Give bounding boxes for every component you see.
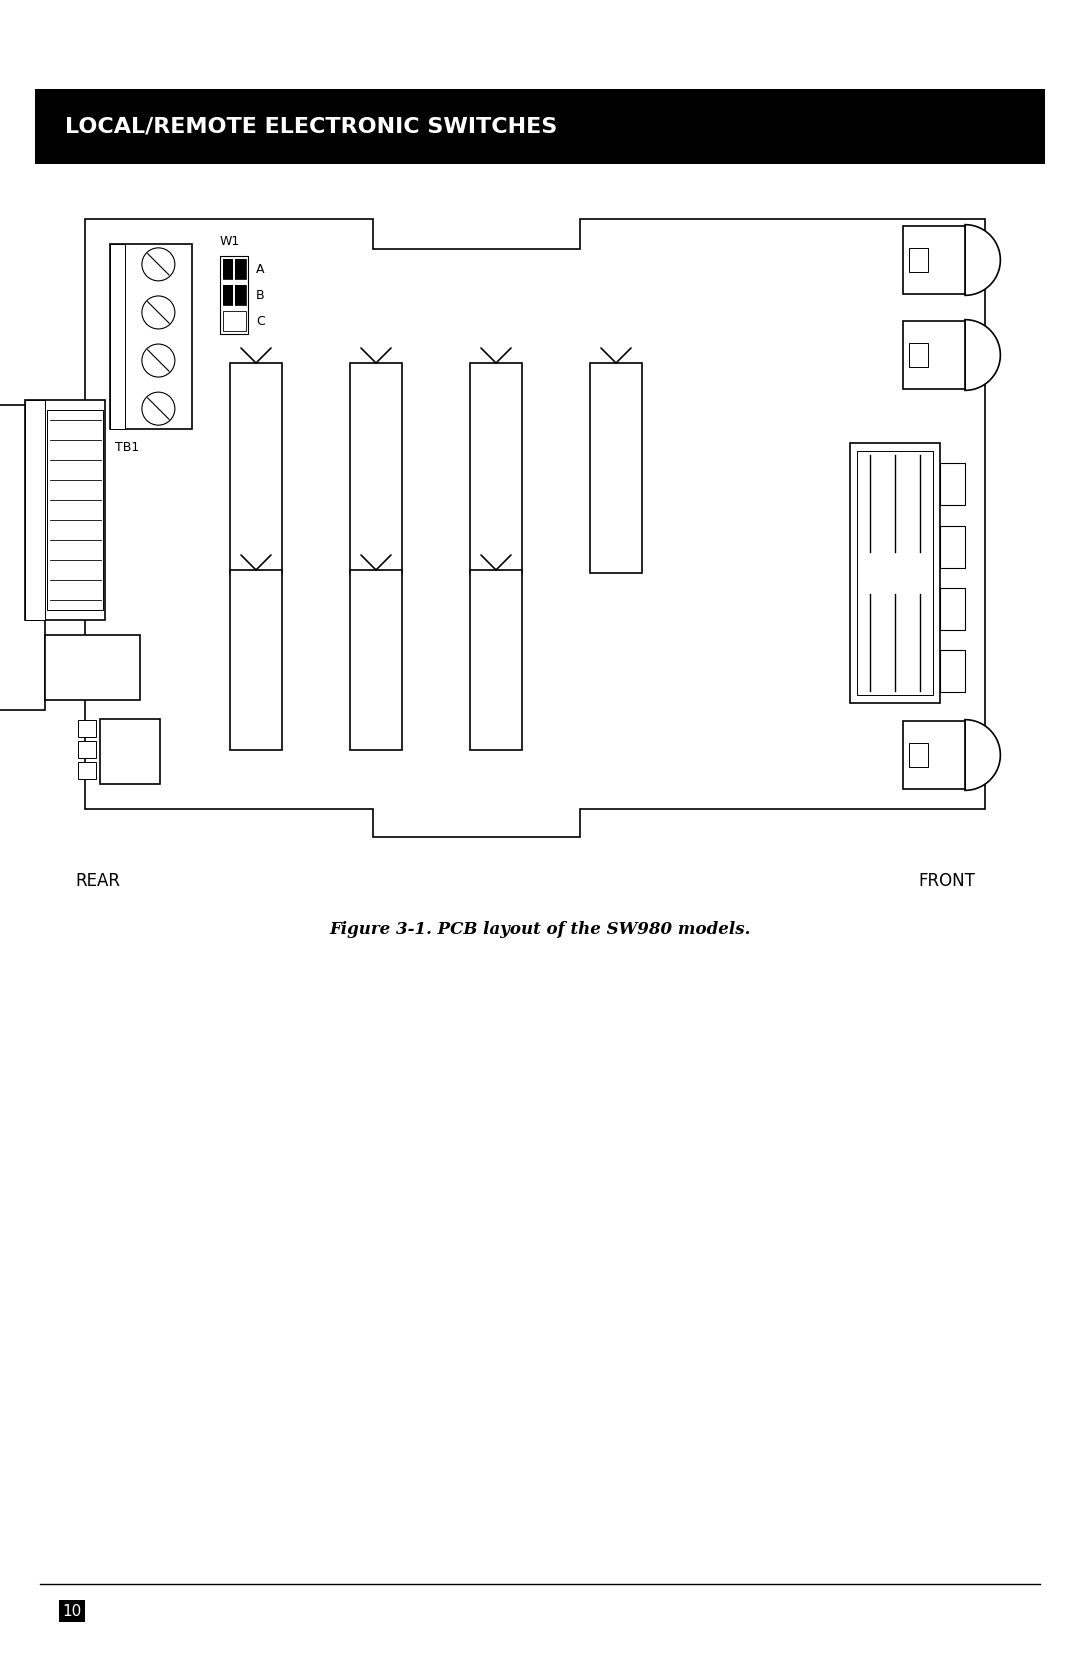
Bar (350, 571, 402, 749)
Bar (940, 526, 966, 567)
Polygon shape (966, 225, 1000, 295)
Bar (470, 362, 522, 572)
Bar (940, 587, 966, 629)
Bar (590, 362, 642, 572)
Polygon shape (966, 719, 1000, 791)
Bar (222, 259, 245, 279)
Circle shape (141, 392, 175, 426)
Bar (78, 741, 96, 758)
Circle shape (141, 344, 175, 377)
Bar (222, 284, 245, 305)
Bar (940, 651, 966, 693)
Bar (909, 249, 928, 272)
Bar (35, 88, 1045, 164)
Bar (45, 636, 140, 701)
Text: FRONT: FRONT (918, 871, 975, 890)
Bar (909, 344, 928, 367)
Bar (470, 571, 522, 749)
Text: C: C (256, 314, 265, 327)
Bar (222, 284, 245, 305)
Bar (0, 406, 45, 711)
Bar (222, 310, 245, 330)
Bar (78, 761, 96, 779)
Polygon shape (966, 320, 1000, 391)
Bar (100, 719, 160, 784)
Bar (222, 259, 245, 279)
Bar (858, 451, 933, 694)
Text: Figure 3-1. PCB layout of the SW980 models.: Figure 3-1. PCB layout of the SW980 mode… (329, 921, 751, 938)
Text: W1: W1 (220, 235, 240, 249)
Bar (903, 721, 966, 789)
Bar (903, 320, 966, 389)
Bar (78, 721, 96, 738)
Bar (220, 255, 248, 334)
Text: B: B (256, 289, 265, 302)
Bar (48, 411, 103, 611)
Text: LOCAL/REMOTE ELECTRONIC SWITCHES: LOCAL/REMOTE ELECTRONIC SWITCHES (65, 117, 557, 137)
Bar (903, 225, 966, 294)
Bar (110, 244, 192, 429)
Polygon shape (85, 219, 985, 836)
Bar (940, 464, 966, 506)
Circle shape (141, 295, 175, 329)
Circle shape (141, 249, 175, 280)
Bar (25, 401, 105, 621)
Text: TB1: TB1 (114, 441, 139, 454)
Text: REAR: REAR (75, 871, 120, 890)
Text: 10: 10 (63, 1604, 82, 1619)
Text: A: A (256, 262, 265, 275)
Bar (850, 442, 940, 703)
Bar (110, 244, 125, 429)
Bar (25, 401, 45, 621)
Bar (230, 571, 282, 749)
Bar (909, 743, 928, 768)
Bar (350, 362, 402, 572)
Bar (230, 362, 282, 572)
